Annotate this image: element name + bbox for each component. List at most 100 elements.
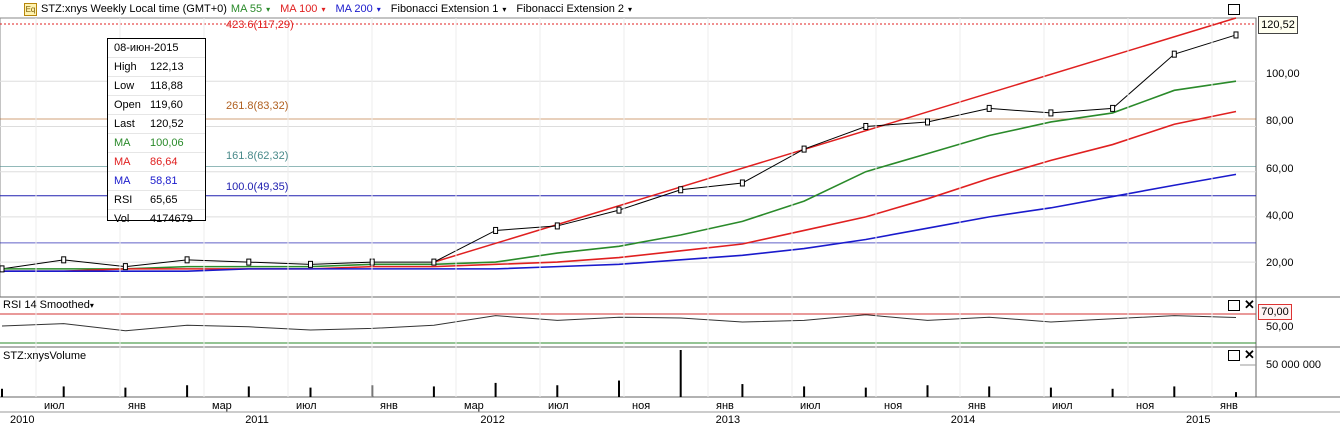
fib1-caret-icon[interactable]: ▾: [502, 4, 507, 14]
data-window[interactable]: 08-июн-2015 High 122,13 Low 118,88 Open 119…: [107, 38, 206, 225]
price-tick-label: 60,00: [1266, 163, 1294, 175]
volume-bar: [247, 386, 250, 397]
month-label: янв: [968, 400, 986, 412]
volume-bar: [556, 385, 559, 397]
price-panel-maximize-icon[interactable]: [1228, 4, 1240, 15]
data-window-date: 08-июн-2015: [108, 39, 205, 58]
price-candle: [554, 222, 560, 230]
volume-bar: [494, 382, 497, 397]
price-candle: [925, 118, 930, 126]
volume-bar: [432, 386, 435, 397]
price-candle: [246, 258, 252, 266]
ma55-label[interactable]: MA 55: [230, 3, 263, 15]
price-tick-label: 20,00: [1266, 257, 1294, 269]
rsi-close-icon[interactable]: ✕: [1244, 297, 1255, 312]
month-label: июл: [548, 400, 569, 412]
trend-channel-line: [433, 17, 1237, 263]
price-candle: [1233, 31, 1239, 39]
volume-bar: [1049, 387, 1052, 397]
price-candle: [863, 122, 869, 130]
volume-bar: [741, 384, 744, 397]
volume-bar: [926, 385, 929, 397]
volume-bar: [62, 386, 65, 397]
fib-100-label: 100.0(49,35): [226, 181, 289, 193]
price-tick-label: 100,00: [1266, 68, 1300, 80]
month-label: янв: [1220, 400, 1238, 412]
volume-bar: [309, 387, 312, 397]
volume-bar: [803, 386, 806, 397]
month-label: янв: [380, 400, 398, 412]
ma100-label[interactable]: MA 100: [280, 3, 318, 15]
fib-423-label: 423.6(117,29): [226, 19, 294, 31]
symbol-title[interactable]: STZ:xnys Weekly Local time (GMT+0): [41, 3, 227, 15]
ma200-caret-icon[interactable]: ▾: [376, 4, 381, 14]
ma200-label[interactable]: MA 200: [335, 3, 373, 15]
volume-tick-label: 50 000 000: [1266, 359, 1322, 371]
fib2-caret-icon[interactable]: ▾: [628, 4, 633, 14]
data-window-row: Last 120,52: [108, 115, 205, 134]
data-window-row: MA 100,06: [108, 134, 205, 153]
price-candle: [1048, 109, 1054, 117]
price-tick-label: 40,00: [1266, 210, 1294, 222]
month-label: июл: [800, 400, 821, 412]
month-label: янв: [128, 400, 146, 412]
rsi-maximize-icon[interactable]: [1228, 300, 1240, 311]
month-label: июл: [296, 400, 317, 412]
month-label: июл: [1052, 400, 1073, 412]
ma55-caret-icon[interactable]: ▾: [266, 4, 271, 14]
price-candle: [431, 258, 437, 266]
volume-close-icon[interactable]: ✕: [1244, 347, 1255, 362]
year-label: 2012: [480, 414, 505, 426]
price-candle: [801, 145, 807, 153]
price-candle: [0, 265, 5, 273]
year-label: 2010: [10, 414, 35, 426]
year-label: 2011: [245, 414, 269, 426]
price-candle: [986, 104, 992, 112]
rsi-tick-label: 50,00: [1266, 321, 1294, 333]
volume-bar: [1, 388, 3, 397]
month-label: янв: [716, 400, 734, 412]
price-candle: [616, 206, 622, 214]
month-label: ноя: [1136, 400, 1155, 412]
price-candle: [493, 226, 499, 234]
chart-header: Eq STZ:xnys Weekly Local time (GMT+0) MA…: [0, 0, 642, 18]
volume-bar: [988, 386, 991, 397]
volume-bar: [864, 387, 867, 397]
fib1-label[interactable]: Fibonacci Extension 1: [390, 3, 499, 15]
rsi-caret-icon[interactable]: ▾: [89, 301, 94, 310]
price-candle: [1110, 104, 1116, 112]
month-label: ноя: [884, 400, 903, 412]
fib-161-label: 161.8(62,32): [226, 150, 289, 162]
month-label: июл: [44, 400, 65, 412]
month-label: ноя: [632, 400, 651, 412]
price-candle: [61, 256, 67, 264]
ma100-caret-icon[interactable]: ▾: [321, 4, 326, 14]
fib2-label[interactable]: Fibonacci Extension 2: [516, 3, 625, 15]
volume-maximize-icon[interactable]: [1228, 350, 1240, 361]
volume-bar: [679, 350, 682, 397]
data-window-row: RSI 65,65: [108, 191, 205, 210]
month-label: мар: [464, 400, 484, 412]
volume-panel-title[interactable]: STZ:xnysVolume: [3, 350, 87, 362]
volume-bar: [124, 387, 127, 397]
volume-bar: [186, 385, 189, 397]
price-candle: [122, 263, 128, 271]
data-window-row: Vol 4174679: [114, 213, 193, 225]
volume-bar: [1111, 388, 1114, 397]
month-label: мар: [212, 400, 232, 412]
volume-bar: [1173, 386, 1176, 397]
data-window-row: Open 119,60: [108, 96, 205, 115]
ma100-line: [2, 110, 1237, 272]
ma200-line: [2, 173, 1237, 272]
year-label: 2015: [1186, 414, 1211, 426]
volume-bar: [1235, 392, 1237, 397]
price-candle: [1171, 50, 1177, 58]
data-window-row: Low 118,88: [108, 77, 205, 96]
price-candle: [308, 260, 313, 268]
ma55-line: [2, 80, 1237, 270]
price-candle: [739, 179, 745, 187]
data-window-row: High 122,13: [108, 58, 205, 77]
rsi-panel-title[interactable]: RSI 14 Smoothed▾: [3, 299, 94, 311]
volume-bar: [618, 380, 620, 397]
